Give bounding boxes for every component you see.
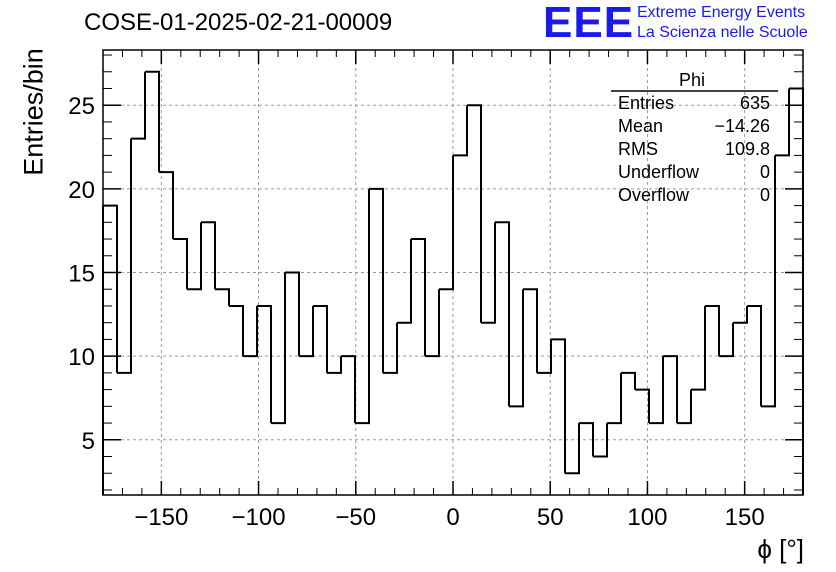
histogram-bin [453,105,468,157]
plot-frame [102,49,804,496]
stats-value-overflow: 0 [759,185,770,205]
y-tick-label: 15 [68,261,95,288]
x-tick-label: 100 [627,504,667,531]
histogram-bin [509,289,524,408]
histogram-bin [761,155,776,408]
histogram-bin [705,304,720,357]
stats-label-rms: RMS [618,139,658,159]
logo-line-2: La Scienza nelle Scuole [637,24,808,41]
histogram-bin [215,288,230,306]
histogram-bin [691,305,706,391]
y-tick-label: 20 [68,177,95,204]
histogram-bin [257,304,272,424]
x-axis-label: ϕ [°] [757,534,804,564]
histogram-bin [313,304,328,373]
histogram-bin [117,138,132,374]
histogram-bin [677,389,692,425]
histogram-bin [635,388,650,424]
stats-value-entries: 635 [739,93,770,113]
histogram-bin [299,305,314,358]
histogram-bin [551,338,566,474]
histogram-bin [341,355,356,424]
histogram-bin [271,272,286,425]
histogram-bin [173,238,188,290]
axes: −150 −100 −50 0 50 100 150 5 10 15 20 25 [68,50,803,531]
chart-title: COSE-01-2025-02-21-00009 [84,9,393,36]
histogram-bin [467,104,482,323]
histogram-bin [355,188,370,425]
histogram-bin [523,288,538,373]
histogram-bin [285,271,300,357]
histogram-bin [229,304,244,357]
y-tick-label: 10 [68,344,95,371]
histogram-bin [425,289,440,358]
x-tick-label: −50 [335,504,376,531]
histogram-layer [102,70,804,495]
histogram-bin [719,322,734,358]
x-tick-label: 50 [537,504,564,531]
histogram-bin [537,339,552,374]
histogram-bin [383,322,398,374]
histogram-bin [593,423,608,458]
histogram-bin [187,222,202,291]
histogram-bin [327,356,342,374]
eee-logo: EEE [543,0,635,47]
x-tick-label: 0 [446,504,459,531]
stats-label-mean: Mean [618,116,664,136]
histogram-bin [439,155,454,291]
stats-name: Phi [679,70,706,90]
histogram-bin [607,372,622,425]
histogram-bin [733,305,748,324]
histogram-bin [411,238,426,357]
x-tick-label: 150 [725,504,765,531]
histogram-bin [747,304,762,407]
histogram-bin [243,305,258,358]
stats-label-overflow: Overflow [618,185,690,205]
logo-line-1: Extreme Energy Events [637,4,806,21]
x-tick-label: −150 [134,504,188,531]
stats-label-underflow: Underflow [618,162,700,182]
stats-value-underflow: 0 [759,162,770,182]
histogram-bin [481,222,496,324]
histogram-bin [579,422,594,457]
histogram-bin [775,88,790,157]
histogram-bin [565,423,580,475]
histogram-bin [397,239,412,324]
histogram-bin [369,187,384,373]
stats-value-mean: −14.26 [714,116,770,136]
histogram-bin [201,221,216,290]
histogram-bin [649,356,664,425]
histogram-bin [131,71,146,140]
y-axis-label: Entries/bin [18,48,49,176]
histogram-bin [495,221,510,407]
histogram-bin [663,355,678,424]
histogram-bin [621,371,636,390]
histogram-bin [145,70,160,173]
y-tick-label: 5 [82,428,95,455]
stats-value-rms: 109.8 [724,139,770,159]
y-tick-label: 25 [68,93,95,120]
histogram-bin [159,171,174,240]
stats-label-entries: Entries [618,93,675,113]
x-tick-label: −100 [232,504,286,531]
